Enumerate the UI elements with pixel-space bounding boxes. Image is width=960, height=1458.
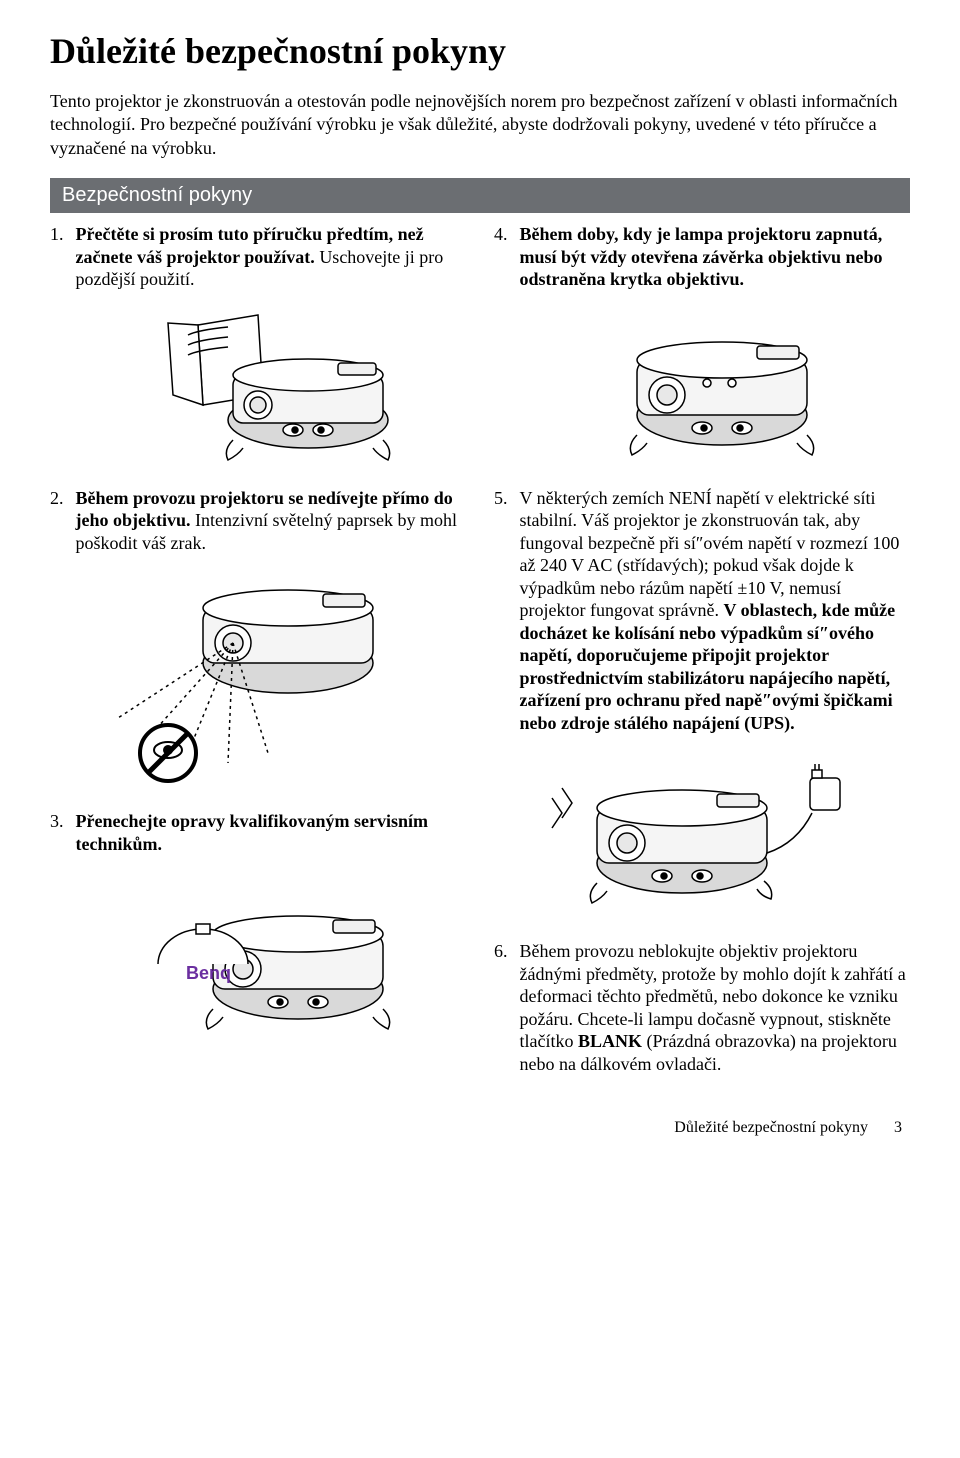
instruction-2: 2. Během provozu projektoru se nedívejte… <box>50 487 466 555</box>
illustration-lens-cap-off <box>552 305 852 465</box>
svg-text:Benq: Benq <box>186 963 231 983</box>
right-column: 4. Během doby, kdy je lampa projektoru z… <box>494 223 910 1089</box>
intro-paragraph: Tento projektor je zkonstruován a otesto… <box>50 90 910 160</box>
item-lead: Přenechejte opravy kvalifikovaným servis… <box>76 811 428 854</box>
item-text: Během doby, kdy je lampa projektoru zapn… <box>520 223 911 291</box>
item-number: 2. <box>50 487 64 555</box>
item-number: 3. <box>50 810 64 855</box>
content-columns: 1. Přečtěte si prosím tuto příručku před… <box>50 223 910 1089</box>
item-text: V některých zemích NENÍ napětí v elektri… <box>520 487 911 735</box>
footer-page-number: 3 <box>894 1119 902 1136</box>
illustration-no-look-lens <box>108 568 408 788</box>
instruction-1: 1. Přečtěte si prosím tuto příručku před… <box>50 223 466 291</box>
illustration-power-plug <box>532 748 872 918</box>
item-lead: Během doby, kdy je lampa projektoru zapn… <box>520 224 883 289</box>
section-header: Bezpečnostní pokyny <box>50 178 910 213</box>
page-title: Důležité bezpečnostní pokyny <box>50 30 910 72</box>
item-lead: BLANK <box>578 1031 642 1051</box>
footer-text: Důležité bezpečnostní pokyny <box>674 1119 868 1136</box>
item-number: 1. <box>50 223 64 291</box>
item-text: Během provozu neblokujte objektiv projek… <box>520 940 911 1075</box>
item-text: Během provozu projektoru se nedívejte př… <box>76 487 467 555</box>
illustration-manual-projector <box>108 305 408 465</box>
instruction-5: 5. V některých zemích NENÍ napětí v elek… <box>494 487 910 735</box>
instruction-3: 3. Přenechejte opravy kvalifikovaným ser… <box>50 810 466 855</box>
instruction-4: 4. Během doby, kdy je lampa projektoru z… <box>494 223 910 291</box>
item-number: 5. <box>494 487 508 735</box>
instruction-6: 6. Během provozu neblokujte objektiv pro… <box>494 940 910 1075</box>
left-column: 1. Přečtěte si prosím tuto příručku před… <box>50 223 466 1089</box>
item-number: 4. <box>494 223 508 291</box>
item-text: Přečtěte si prosím tuto příručku předtím… <box>76 223 467 291</box>
page-footer: Důležité bezpečnostní pokyny 3 <box>50 1119 910 1137</box>
item-number: 6. <box>494 940 508 1075</box>
illustration-service-technician: Benq <box>108 869 408 1049</box>
item-text: Přenechejte opravy kvalifikovaným servis… <box>76 810 467 855</box>
